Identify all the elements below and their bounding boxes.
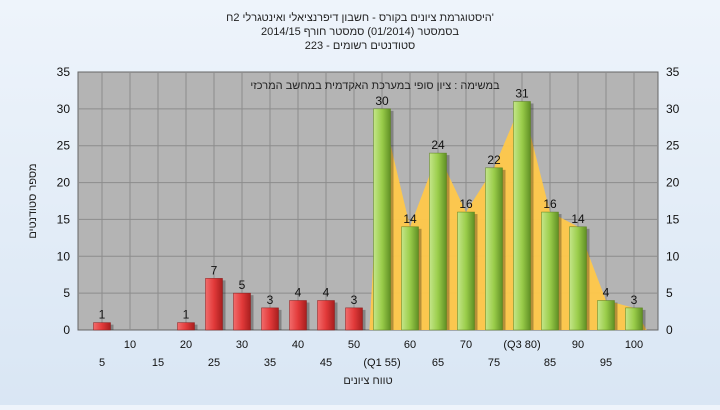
y-tick-label-right: 10 bbox=[666, 249, 680, 263]
bar-pass bbox=[457, 211, 475, 331]
y-tick-label-left: 30 bbox=[57, 102, 71, 116]
bar-fail bbox=[345, 307, 363, 331]
bar-value-label: 16 bbox=[543, 197, 557, 211]
chart-title-line-1: היסטוגרמת ציונים בקורס - חשבון דיפרנציאל… bbox=[226, 11, 494, 24]
bar-value-label: 3 bbox=[351, 293, 358, 307]
bar-value-label: 22 bbox=[487, 153, 501, 167]
bar-value-label: 24 bbox=[431, 138, 445, 152]
y-tick-label-left: 35 bbox=[57, 65, 71, 79]
x-tick-label: 30 bbox=[236, 339, 248, 351]
bar-pass bbox=[373, 108, 391, 331]
bar-value-label: 14 bbox=[571, 212, 585, 226]
y-tick-label-left: 15 bbox=[57, 212, 71, 226]
bar-fail bbox=[317, 300, 335, 331]
x-tick-label: 15 bbox=[152, 357, 164, 369]
bar-pass bbox=[513, 101, 531, 331]
y-tick-label-left: 20 bbox=[57, 176, 71, 190]
x-tick-label: (Q1 55) bbox=[363, 357, 400, 369]
bar-value-label: 1 bbox=[183, 308, 190, 322]
x-tick-label: 75 bbox=[488, 357, 500, 369]
bar-fail bbox=[177, 322, 195, 331]
bar-fail bbox=[261, 307, 279, 331]
bar-pass bbox=[569, 226, 587, 331]
bar-fail bbox=[205, 278, 223, 331]
x-tick-label: 90 bbox=[572, 339, 584, 351]
bar-value-label: 4 bbox=[603, 286, 610, 300]
x-tick-label: 45 bbox=[320, 357, 332, 369]
x-tick-label: 70 bbox=[460, 339, 472, 351]
x-axis-label: טווח ציונים bbox=[343, 375, 392, 387]
bar-pass bbox=[541, 211, 559, 331]
x-tick-label: 60 bbox=[404, 339, 416, 351]
y-tick-label-right: 5 bbox=[666, 286, 673, 300]
bar-pass bbox=[429, 152, 447, 331]
y-axis-label: מספר סטודנטים bbox=[27, 163, 39, 238]
bar-pass bbox=[485, 167, 503, 331]
x-tick-label: 95 bbox=[600, 357, 612, 369]
bar-fail bbox=[233, 292, 251, 331]
y-tick-label-right: 30 bbox=[666, 102, 680, 116]
chart-title-line-3: סטודנטים רשומים - 223 bbox=[305, 40, 416, 52]
y-tick-label-left: 5 bbox=[63, 286, 70, 300]
bar-value-label: 16 bbox=[459, 197, 473, 211]
bar-fail bbox=[93, 322, 111, 331]
x-tick-label: (Q3 80) bbox=[503, 339, 540, 351]
x-tick-label: 100 bbox=[625, 339, 643, 351]
bar-value-label: 30 bbox=[375, 94, 389, 108]
bar-value-label: 14 bbox=[403, 212, 417, 226]
x-tick-label: 10 bbox=[124, 339, 136, 351]
chart-subtitle: במשימה : ציון סופי במערכת האקדמית במחשב … bbox=[250, 80, 500, 92]
y-tick-label-right: 0 bbox=[666, 323, 673, 337]
bar-pass bbox=[401, 226, 419, 331]
bar-value-label: 3 bbox=[267, 293, 274, 307]
bar-pass bbox=[625, 307, 643, 331]
bar-value-label: 3 bbox=[631, 293, 638, 307]
x-tick-label: 65 bbox=[432, 357, 444, 369]
y-tick-label-right: 35 bbox=[666, 65, 680, 79]
x-tick-label: 50 bbox=[348, 339, 360, 351]
y-tick-label-left: 25 bbox=[57, 139, 71, 153]
x-tick-label: 25 bbox=[208, 357, 220, 369]
bar-fail bbox=[289, 300, 307, 331]
bar-value-label: 31 bbox=[515, 86, 529, 100]
x-tick-label: 20 bbox=[180, 339, 192, 351]
y-tick-label-left: 0 bbox=[63, 323, 70, 337]
bar-value-label: 1 bbox=[99, 308, 106, 322]
chart-title-line-2: בסמסטר (01/2014) סמסטר חורף 2014/15 bbox=[261, 26, 459, 38]
bars bbox=[93, 101, 646, 331]
y-tick-label-left: 10 bbox=[57, 249, 71, 263]
value-labels: 1 1 7 5 3 4 4 3 30 14 24 16 22 31 16 14 4 3 bbox=[99, 86, 638, 321]
y-tick-label-right: 15 bbox=[666, 212, 680, 226]
x-tick-label: 85 bbox=[544, 357, 556, 369]
bar-value-label: 7 bbox=[211, 263, 218, 277]
y-tick-label-right: 25 bbox=[666, 139, 680, 153]
x-tick-label: 40 bbox=[292, 339, 304, 351]
bar-value-label: 5 bbox=[239, 278, 246, 292]
x-tick-label: 35 bbox=[264, 357, 276, 369]
bar-value-label: 4 bbox=[295, 286, 302, 300]
x-tick-label: 5 bbox=[99, 357, 105, 369]
bar-value-label: 4 bbox=[323, 286, 330, 300]
bar-pass bbox=[597, 300, 615, 331]
y-tick-label-right: 20 bbox=[666, 176, 680, 190]
